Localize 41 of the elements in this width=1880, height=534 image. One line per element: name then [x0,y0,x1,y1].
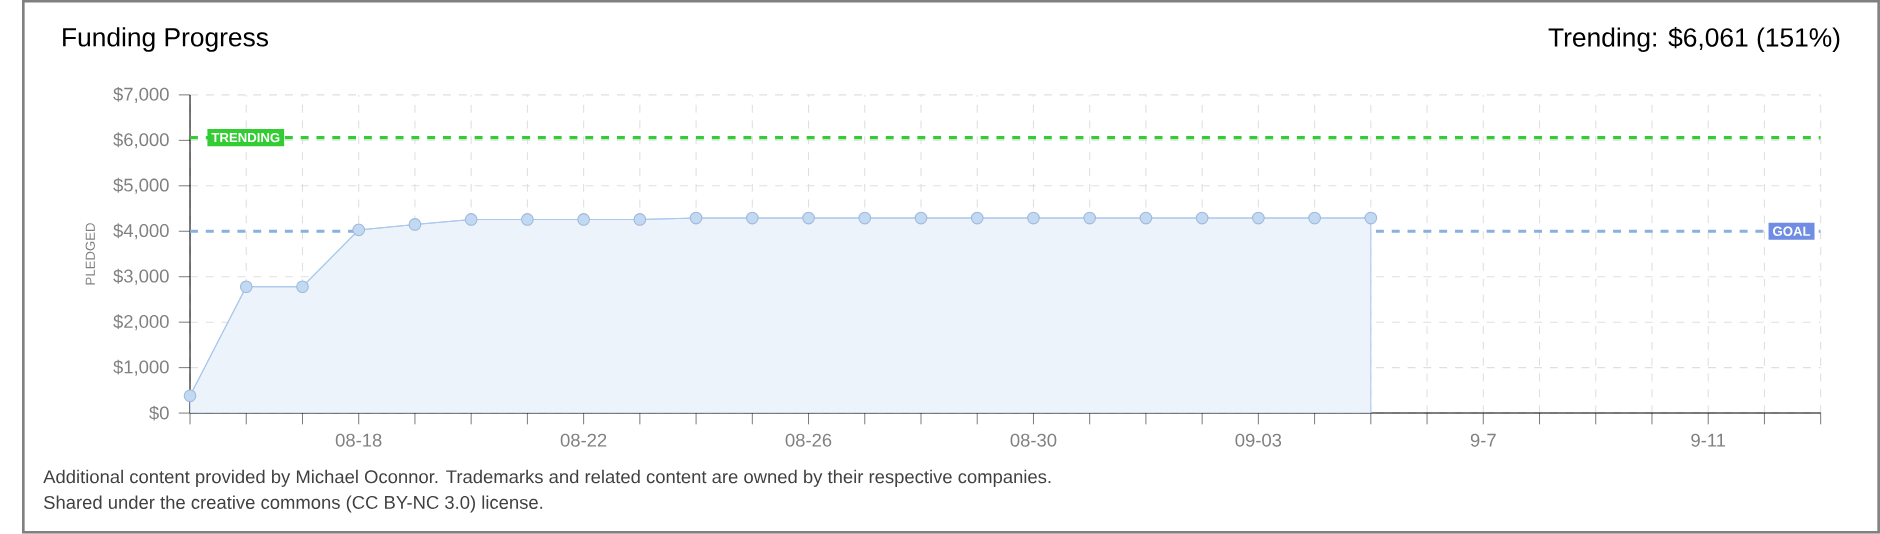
chart-title: Funding Progress [63,27,268,52]
x-tick-label: 08-26 [785,433,832,447]
y-tick-label: $5,000 [113,177,169,194]
text: Trending: $6,061 (151%) [1548,27,1840,53]
point [1308,211,1321,225]
point [1252,211,1265,225]
text: Additional content provided by Michael Oconnor. Trademarks and related content are owned by their respective companies. [43,469,1051,488]
point [464,213,478,226]
y-tick-label: $0 [149,405,169,421]
point [1027,211,1040,225]
y-tick-label: $6,000 [113,132,169,149]
point [408,218,422,231]
point [352,223,366,237]
point [633,213,647,226]
point [858,211,872,225]
point [745,211,759,225]
y-tick-label: $4,000 [113,223,169,240]
point [689,211,703,225]
y-tick-label: $3,000 [113,268,169,285]
y-tick-label: $2,000 [113,314,169,331]
x-tick-label: 9-11 [1691,433,1726,447]
point [802,211,815,225]
x-tick-label: 08-30 [1010,433,1057,447]
point [577,213,590,226]
point [970,211,984,225]
text: Shared under the creative commons (CC BY-NC 3.0) license. [44,495,543,513]
y-tick-label: $7,000 [113,87,169,104]
point [1083,211,1097,225]
x-tick-label: 9-7 [1470,433,1496,447]
point [296,280,309,294]
point [914,211,928,225]
point [183,389,197,403]
point [521,213,534,226]
x-tick-label: 08-22 [560,433,607,447]
point [239,280,253,294]
y-tick-label: $1,000 [113,359,169,376]
x-tick-label: 08-18 [335,433,382,447]
x-tick-label: 09-03 [1235,433,1282,447]
point [1195,211,1209,225]
point [1139,211,1153,225]
point [1364,211,1378,225]
